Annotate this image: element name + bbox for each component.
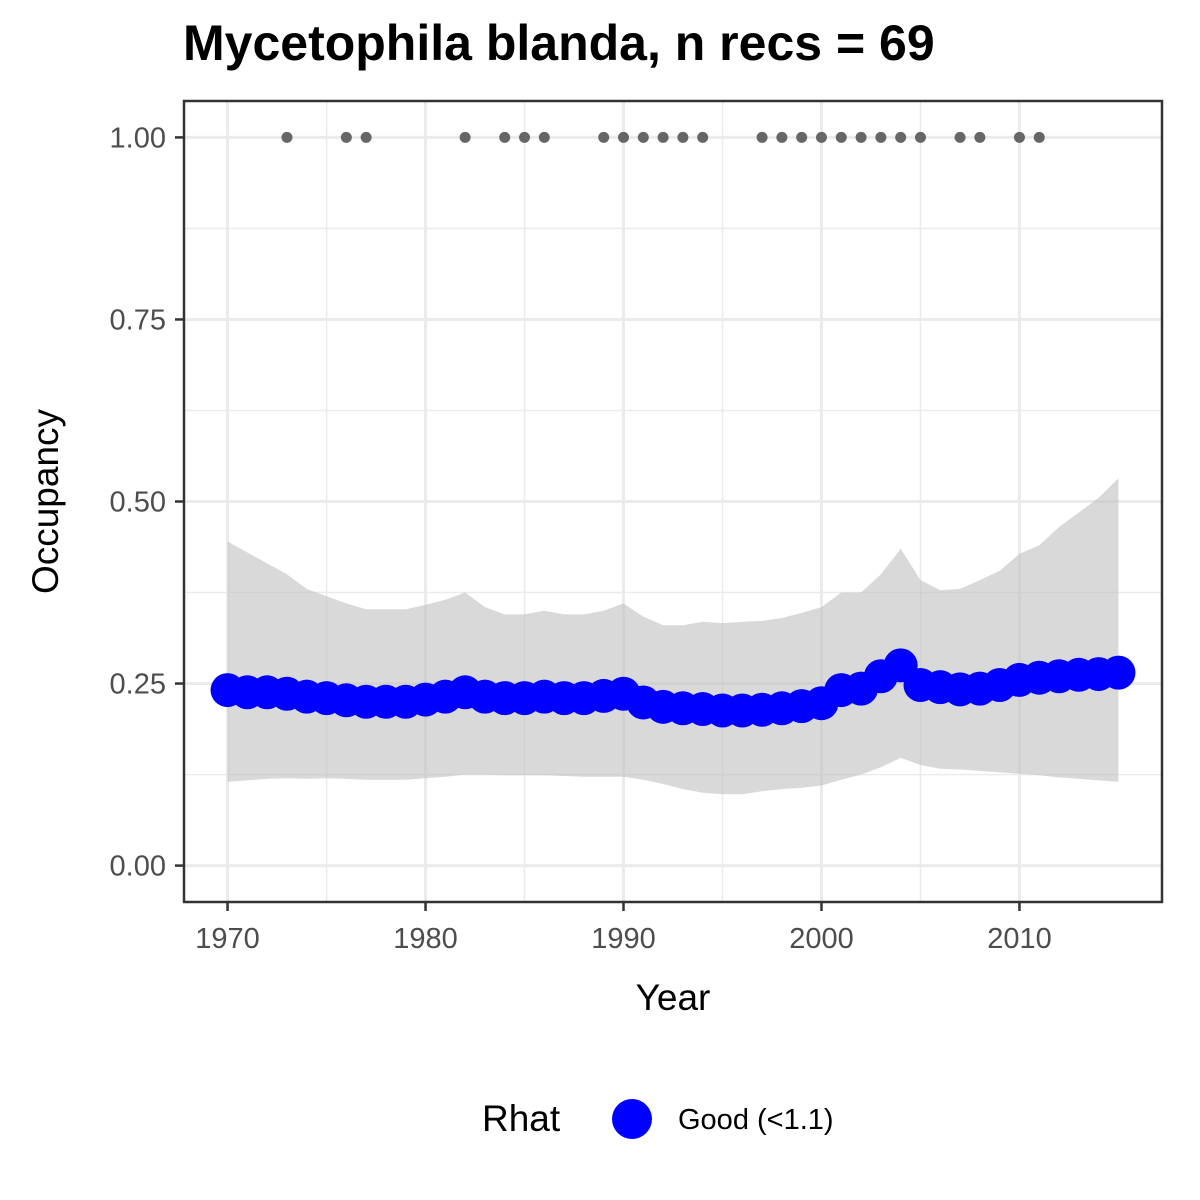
- x-tick-label: 2010: [987, 923, 1052, 955]
- record-point: [340, 131, 352, 143]
- record-point: [895, 131, 907, 143]
- record-point: [637, 131, 649, 143]
- record-point: [281, 131, 293, 143]
- credible-interval-ribbon: [227, 478, 1119, 795]
- x-axis-title: Year: [636, 977, 711, 1018]
- occupancy-point: [1101, 655, 1136, 690]
- record-point: [360, 131, 372, 143]
- record-point: [1033, 131, 1045, 143]
- record-point: [538, 131, 550, 143]
- y-axis-title: Occupancy: [25, 408, 66, 594]
- legend: Rhat Good (<1.1): [0, 1092, 1200, 1152]
- record-point: [598, 131, 610, 143]
- y-tick-label: 0.25: [110, 669, 166, 701]
- record-point: [677, 131, 689, 143]
- occupancy-series: [210, 648, 1136, 728]
- record-point: [974, 131, 986, 143]
- y-tick-label: 0.75: [110, 304, 166, 336]
- record-point: [499, 131, 511, 143]
- x-tick-label: 1990: [591, 923, 656, 955]
- record-point: [519, 131, 531, 143]
- record-point: [855, 131, 867, 143]
- record-point: [459, 131, 471, 143]
- y-tick-label: 1.00: [110, 122, 166, 154]
- record-point: [776, 131, 788, 143]
- record-point: [618, 131, 630, 143]
- axes: 1970 1980 1990 2000 2010 0.00 0.25 0.50 0.75 1.00: [110, 122, 1052, 955]
- x-tick-label: 1970: [195, 923, 260, 955]
- legend-key-good: [612, 1099, 652, 1139]
- chart-title: Mycetophila blanda, n recs = 69: [183, 15, 935, 71]
- x-tick-label: 1980: [393, 923, 458, 955]
- record-point: [756, 131, 768, 143]
- record-point: [697, 131, 709, 143]
- record-point: [796, 131, 808, 143]
- record-point: [815, 131, 827, 143]
- record-points: [281, 131, 1045, 143]
- record-point: [954, 131, 966, 143]
- occupancy-chart: 1970 1980 1990 2000 2010 0.00 0.25 0.50 0.75 1.00…: [25, 99, 1164, 1018]
- record-point: [914, 131, 926, 143]
- x-tick-label: 2000: [789, 923, 854, 955]
- record-point: [1013, 131, 1025, 143]
- record-point: [835, 131, 847, 143]
- y-tick-label: 0.50: [110, 487, 166, 519]
- legend-label-good: Good (<1.1): [678, 1104, 834, 1136]
- record-point: [657, 131, 669, 143]
- y-tick-label: 0.00: [110, 851, 166, 883]
- legend-title: Rhat: [482, 1098, 561, 1139]
- record-point: [875, 131, 887, 143]
